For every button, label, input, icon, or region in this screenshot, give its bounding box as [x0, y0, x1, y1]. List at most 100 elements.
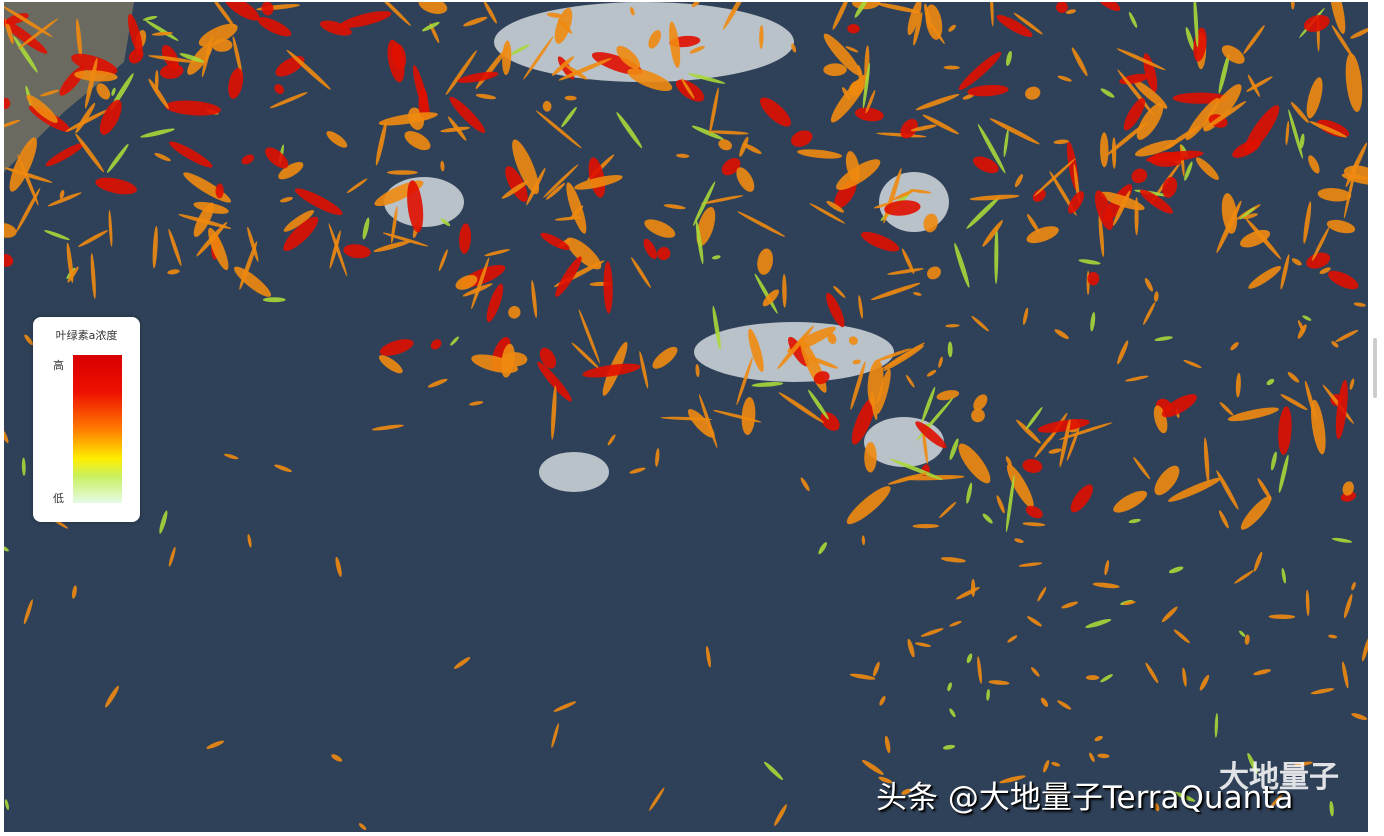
chlorophyll-patch: [889, 458, 943, 480]
chlorophyll-patch: [362, 217, 370, 240]
chlorophyll-patch: [1070, 484, 1093, 513]
chlorophyll-patch: [4, 427, 9, 444]
chlorophyll-patch: [948, 24, 956, 32]
chlorophyll-patch: [915, 93, 960, 111]
chlorophyll-patch: [47, 192, 82, 207]
chlorophyll-patch: [892, 190, 915, 201]
chlorophyll-patch: [1056, 2, 1068, 13]
chlorophyll-patch: [921, 386, 936, 423]
chlorophyll-patch: [607, 434, 616, 446]
chlorophyll-patch: [211, 2, 236, 29]
chlorophyll-patch: [224, 2, 260, 21]
chlorophyll-patch: [108, 209, 113, 247]
chlorophyll-patch: [1248, 265, 1282, 289]
chlorophyll-patch: [5, 13, 29, 25]
chlorophyll-patch: [96, 83, 111, 100]
legend-title: 叶绿素a浓度: [55, 329, 118, 342]
chlorophyll-patch: [1116, 48, 1166, 71]
chlorophyll-patch: [1154, 291, 1159, 302]
chlorophyll-patch: [800, 477, 810, 492]
chlorophyll-patch: [648, 30, 662, 49]
chlorophyll-patch: [751, 382, 784, 387]
chlorophyll-patch: [1331, 25, 1354, 59]
chlorophyll-patch: [927, 266, 941, 280]
chlorophyll-patch: [616, 112, 643, 149]
chlorophyll-patch: [848, 336, 858, 345]
chlorophyll-patch: [1311, 226, 1330, 262]
chlorophyll-patch: [989, 2, 994, 27]
chlorophyll-patch: [24, 334, 33, 346]
chlorophyll-patch: [936, 390, 960, 401]
chlorophyll-patch: [1161, 606, 1178, 623]
chlorophyll-patch: [876, 368, 891, 415]
chlorophyll-patch: [1219, 402, 1234, 416]
satellite-map[interactable]: 大地量子: [4, 2, 1368, 832]
chlorophyll-patch: [1098, 212, 1105, 258]
chlorophyll-patch: [99, 99, 122, 135]
chlorophyll-patch: [4, 5, 53, 38]
chlorophyll-patch: [404, 131, 431, 151]
chlorophyll-patch: [982, 220, 1003, 247]
chlorophyll-patch: [339, 11, 392, 28]
chlorophyll-patch: [463, 16, 488, 27]
chlorophyll-patch: [1007, 635, 1018, 643]
chlorophyll-patch: [958, 443, 991, 484]
chlorophyll-patch: [510, 44, 530, 56]
chlorophyll-patch: [1133, 456, 1151, 480]
chlorophyll-patch: [1242, 213, 1258, 220]
chlorophyll-patch: [887, 268, 924, 275]
chlorophyll-patch: [687, 409, 715, 438]
chlorophyll-patch: [1199, 674, 1210, 691]
chlorophyll-patch: [21, 457, 26, 476]
chlorophyll-patch: [1033, 158, 1076, 197]
chlorophyll-patch: [988, 680, 1010, 685]
chlorophyll-patch: [846, 486, 891, 525]
chlorophyll-patch: [712, 305, 721, 350]
chlorophyll-patch: [1293, 761, 1313, 767]
chlorophyll-patch: [17, 154, 39, 206]
chlorophyll-patch: [1329, 2, 1346, 35]
chlorophyll-patch: [1034, 433, 1054, 458]
chlorophyll-patch: [947, 341, 953, 358]
chlorophyll-patch: [923, 213, 938, 233]
chlorophyll-patch: [206, 740, 225, 749]
chlorophyll-patch: [691, 125, 724, 140]
chlorophyll-patch: [331, 754, 343, 762]
chlorophyll-patch: [1145, 662, 1159, 684]
chlorophyll-patch: [508, 305, 521, 319]
chlorophyll-patch: [760, 97, 791, 127]
chlorophyll-patch: [1221, 45, 1245, 64]
scrollbar[interactable]: [1373, 338, 1377, 398]
chlorophyll-patch: [879, 695, 886, 706]
chlorophyll-patch: [1097, 753, 1110, 759]
chlorophyll-patch: [1051, 762, 1061, 767]
chlorophyll-patch: [469, 401, 484, 406]
chlorophyll-patch: [971, 578, 976, 597]
chlorophyll-patch: [1161, 394, 1197, 418]
chlorophyll-patch: [954, 242, 970, 288]
chlorophyll-patch: [74, 70, 118, 82]
chlorophyll-patch: [695, 363, 700, 378]
chlorophyll-patch: [44, 230, 70, 241]
chlorophyll-patch: [862, 62, 870, 109]
chlorophyll-patch: [762, 289, 780, 307]
chlorophyll-patch: [502, 352, 528, 367]
chlorophyll-patch: [1087, 271, 1100, 286]
chlorophyll-patch: [1278, 406, 1292, 455]
chlorophyll-patch: [154, 152, 171, 162]
chlorophyll-patch: [1288, 109, 1303, 159]
chlorophyll-patch: [1218, 52, 1230, 94]
chlorophyll-patch: [915, 421, 947, 449]
chlorophyll-patch: [4, 799, 9, 810]
chlorophyll-patch: [989, 118, 1040, 145]
chlorophyll-patch: [160, 64, 184, 79]
chlorophyll-patch: [505, 166, 528, 202]
chlorophyll-patch: [922, 114, 959, 135]
chlorophyll-patch: [13, 35, 38, 73]
chlorophyll-patch: [1134, 139, 1178, 157]
chlorophyll-patch: [274, 464, 292, 473]
chlorophyll-patch: [939, 501, 957, 518]
chlorophyll-patch: [1239, 630, 1246, 637]
chlorophyll-patch: [689, 46, 705, 54]
chlorophyll-patch: [861, 759, 884, 775]
